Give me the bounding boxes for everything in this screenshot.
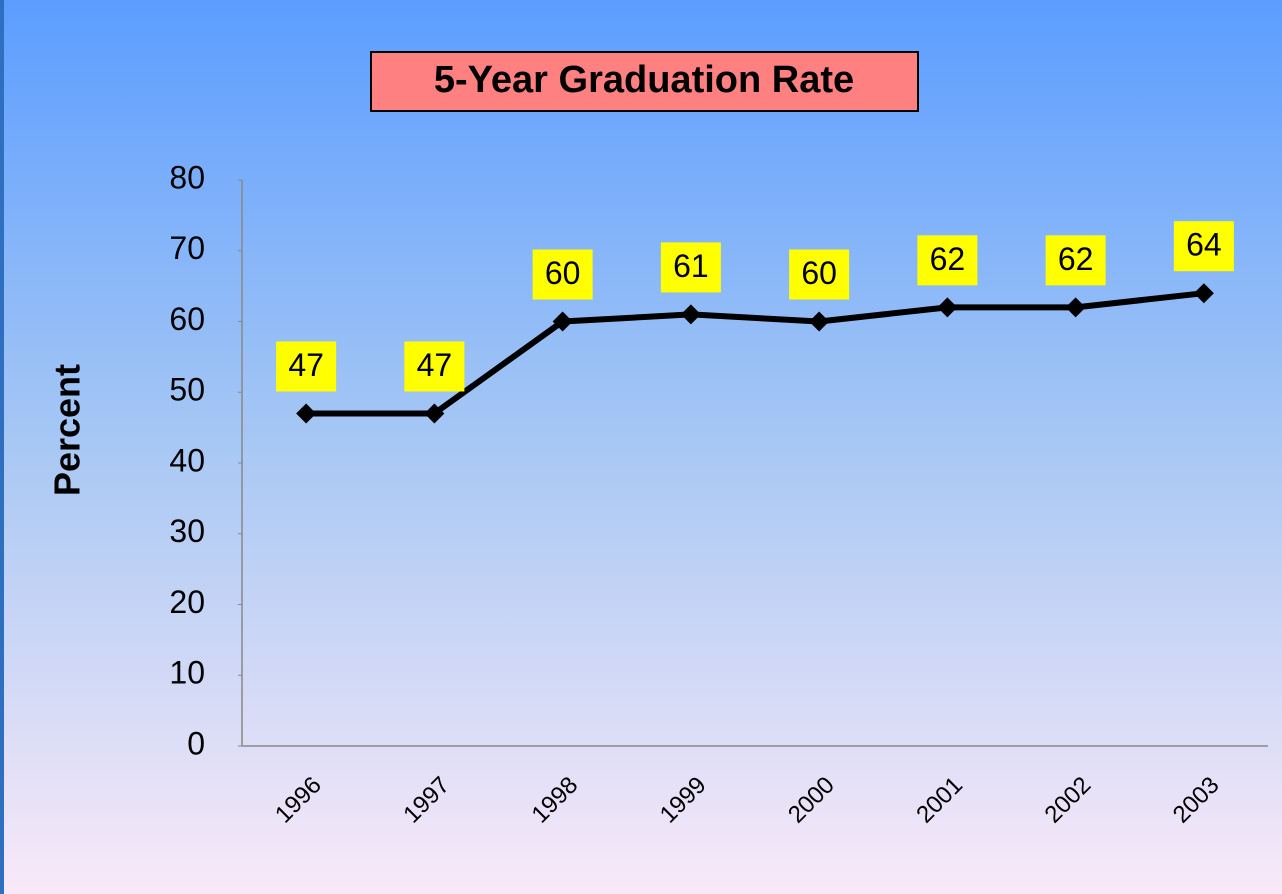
y-axis-label: Percent: [47, 364, 88, 496]
y-tick-label: 10: [169, 655, 205, 691]
value-label: 64: [1186, 227, 1222, 263]
data-point: [552, 311, 573, 332]
data-point: [424, 403, 445, 424]
value-label-box: [660, 242, 721, 293]
value-label-box: [1173, 221, 1234, 272]
y-tick-label: 80: [169, 159, 205, 195]
y-tick-label: 60: [169, 301, 205, 337]
value-label-box: [276, 341, 337, 392]
y-tick-label: 30: [169, 513, 205, 549]
y-tick-label: 20: [169, 584, 205, 620]
data-point: [1193, 283, 1214, 304]
y-tick-label: 40: [169, 442, 205, 478]
value-label: 60: [801, 255, 837, 291]
value-label: 62: [930, 241, 966, 277]
value-label: 47: [417, 347, 453, 383]
value-label-box: [1045, 235, 1106, 286]
y-tick-label: 50: [169, 372, 205, 408]
value-label-box: [404, 341, 465, 392]
data-point: [680, 304, 701, 325]
value-label: 60: [545, 255, 581, 291]
data-point: [296, 403, 317, 424]
data-line: [306, 290, 1205, 417]
chart-title: 5-Year Graduation Rate: [434, 59, 854, 101]
y-tick-label: 0: [187, 725, 205, 761]
value-label-box: [917, 235, 978, 286]
data-point: [809, 311, 830, 332]
value-label: 47: [288, 347, 324, 383]
title-box: [370, 51, 919, 112]
value-label-box: [789, 249, 850, 300]
data-point: [1065, 297, 1086, 318]
value-label: 61: [673, 248, 709, 284]
value-label: 62: [1058, 241, 1094, 277]
value-label-box: [532, 249, 593, 300]
data-point: [937, 297, 958, 318]
y-tick-label: 70: [169, 230, 205, 266]
left-edge: [0, 0, 4, 894]
